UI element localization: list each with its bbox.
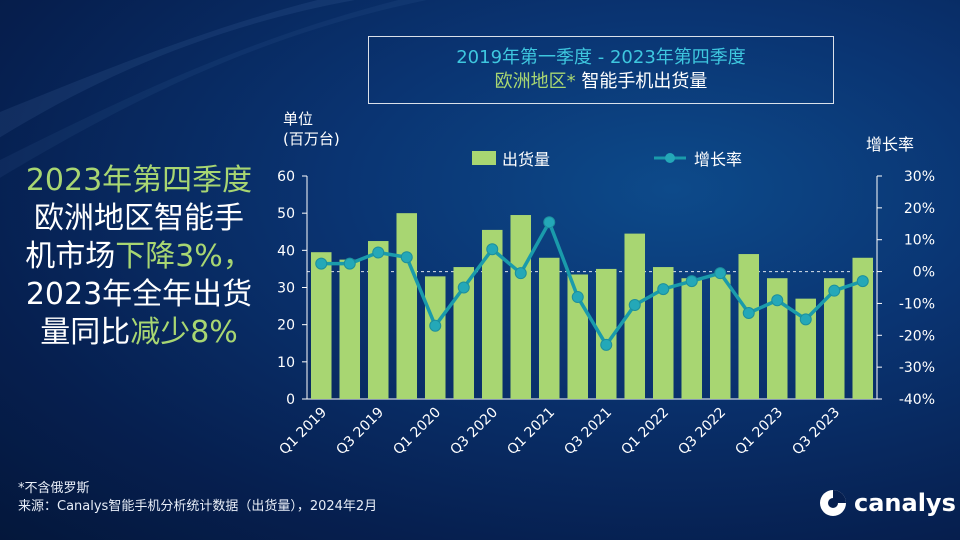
footnotes: *不含俄罗斯 来源：Canalys智能手机分析统计数据（出货量），2024年2月 <box>18 480 377 516</box>
growth-rate-point <box>600 338 613 351</box>
chart-title-rest: 智能手机出货量 <box>581 71 708 92</box>
legend-bar-label: 出货量 <box>502 150 551 169</box>
growth-rate-point <box>543 216 556 229</box>
bar <box>709 274 731 399</box>
x-tick-label: Q1 2021 <box>504 405 558 459</box>
x-tick-label: Q3 2022 <box>675 405 729 459</box>
growth-rate-point <box>771 294 784 307</box>
y2-tick-label: 10% <box>904 233 935 249</box>
growth-rate-point <box>742 306 755 319</box>
bar <box>510 215 532 399</box>
bar <box>339 259 361 399</box>
bar <box>652 267 674 399</box>
headline-line2: 欧洲地区智能手 <box>34 201 244 236</box>
footnote-source: 来源：Canalys智能手机分析统计数据（出货量），2024年2月 <box>18 499 378 514</box>
bar <box>396 213 418 399</box>
growth-rate-point <box>400 251 413 264</box>
y2-tick-label: -30% <box>899 360 935 376</box>
y-tick-label: 40 <box>277 243 295 259</box>
growth-rate-point <box>457 281 470 294</box>
growth-rate-point <box>315 257 328 270</box>
y2-tick-label: 30% <box>904 169 935 185</box>
chart-title-box: 2019年第一季度 - 2023年第四季度 欧洲地区* 智能手机出货量 <box>368 36 834 104</box>
bar <box>424 276 446 399</box>
bar <box>852 257 874 399</box>
growth-rate-point <box>486 243 499 256</box>
headline-line5-b: 减少8% <box>130 315 238 350</box>
y-tick-label: 10 <box>277 355 295 371</box>
bar <box>681 278 703 399</box>
y-axis-unit-label: 单位 (百万台) <box>283 109 340 149</box>
bar <box>310 252 332 399</box>
headline-line3-a: 机市场 <box>25 239 116 274</box>
growth-rate-point <box>343 257 356 270</box>
legend-bar-swatch <box>472 151 496 165</box>
headline-line3: 机市场下降3%， <box>14 238 264 276</box>
headline-line5: 量同比减少8% <box>14 314 264 352</box>
chart-title-line1: 2019年第一季度 - 2023年第四季度 <box>456 47 746 68</box>
x-tick-label: Q3 2019 <box>333 405 387 459</box>
x-tick-label: Q3 2020 <box>447 405 501 459</box>
bar <box>481 229 503 399</box>
y-axis-unit-line2: (百万台) <box>283 130 340 148</box>
y2-tick-label: -20% <box>899 328 935 344</box>
growth-rate-point <box>828 284 841 297</box>
y-tick-label: 0 <box>286 392 295 408</box>
y2-tick-label: -10% <box>899 296 935 312</box>
chart-title-region: 欧洲地区* <box>494 71 576 92</box>
bar <box>367 241 389 399</box>
y-tick-label: 20 <box>277 318 295 334</box>
y2-tick-label: 0% <box>913 265 935 281</box>
x-tick-label: Q1 2022 <box>618 405 672 459</box>
growth-rate-point <box>372 246 385 259</box>
bar <box>624 233 646 399</box>
bar <box>823 278 845 399</box>
x-tick-label: Q1 2020 <box>390 405 444 459</box>
y2-tick-label: 20% <box>904 201 935 217</box>
x-tick-label: Q3 2023 <box>789 405 843 459</box>
bar <box>453 267 475 399</box>
x-tick-label: Q3 2021 <box>561 405 615 459</box>
growth-rate-point <box>628 299 641 312</box>
y-tick-label: 50 <box>277 206 295 222</box>
legend-item-shipments: 出货量 <box>472 146 550 170</box>
y2-tick-label: -40% <box>899 392 935 408</box>
y-tick-label: 60 <box>277 169 295 185</box>
headline-line3-b: 下降3%， <box>115 239 253 274</box>
chart-title-line2: 欧洲地区* 智能手机出货量 <box>369 70 833 94</box>
bar <box>738 254 760 399</box>
footnote-exclusion: *不含俄罗斯 <box>18 481 90 496</box>
canalys-logo-icon <box>820 490 846 516</box>
bar <box>538 257 560 399</box>
y-axis-unit-line1: 单位 <box>283 110 314 128</box>
canalys-logo: canalys <box>818 488 956 518</box>
growth-rate-point <box>799 313 812 326</box>
growth-rate-point <box>657 283 670 296</box>
growth-rate-point <box>714 267 727 280</box>
legend-line-swatch <box>654 153 686 163</box>
growth-rate-point <box>429 319 442 332</box>
y-tick-label: 30 <box>277 281 295 297</box>
y2-axis-label: 增长率 <box>866 135 915 154</box>
canalys-logo-text: canalys <box>854 489 956 517</box>
headline-line5-a: 量同比 <box>40 315 131 350</box>
growth-rate-point <box>856 275 869 288</box>
x-tick-label: Q1 2023 <box>732 405 786 459</box>
legend-line-label: 增长率 <box>694 150 743 169</box>
growth-rate-point <box>571 291 584 304</box>
growth-rate-point <box>685 275 698 288</box>
bar <box>795 298 817 399</box>
x-tick-label: Q1 2019 <box>276 405 330 459</box>
headline-line4: 2023年全年出货 <box>25 277 253 312</box>
growth-rate-point <box>514 267 527 280</box>
bar <box>766 278 788 399</box>
bar <box>595 268 617 399</box>
headline-summary: 2023年第四季度 欧洲地区智能手 机市场下降3%， 2023年全年出货 量同比… <box>14 162 264 352</box>
headline-line1: 2023年第四季度 <box>25 163 253 198</box>
legend-item-growth: 增长率 <box>652 146 742 170</box>
